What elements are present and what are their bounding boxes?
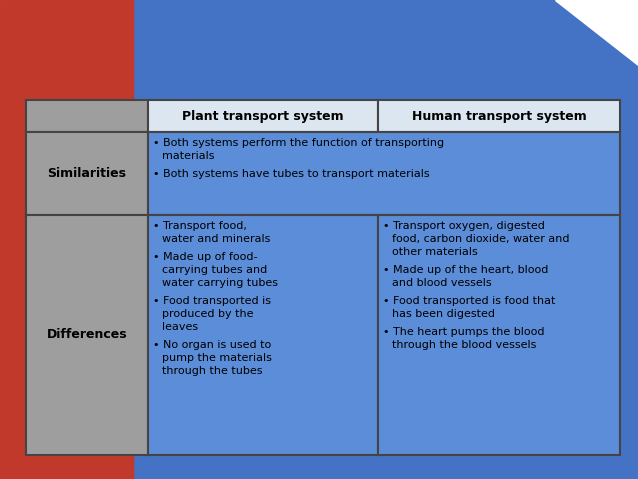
Text: through the tubes: through the tubes (162, 366, 262, 376)
Text: water and minerals: water and minerals (162, 234, 271, 244)
Text: Human transport system: Human transport system (412, 110, 586, 123)
Text: water carrying tubes: water carrying tubes (162, 278, 278, 288)
Text: materials: materials (162, 151, 214, 161)
Text: carrying tubes and: carrying tubes and (162, 265, 267, 275)
Bar (148, 100, 378, 132)
Bar (26, 215, 148, 455)
Bar (148, 132, 620, 215)
Text: pump the materials: pump the materials (162, 353, 272, 363)
Text: food, carbon dioxide, water and: food, carbon dioxide, water and (392, 234, 570, 244)
Text: through the blood vessels: through the blood vessels (392, 340, 537, 350)
Text: has been digested: has been digested (392, 309, 495, 319)
Text: • Both systems have tubes to transport materials: • Both systems have tubes to transport m… (153, 169, 429, 179)
Text: • Food transported is: • Food transported is (153, 296, 271, 306)
Bar (0, 0, 135, 479)
Bar (148, 215, 378, 455)
Text: Similarities: Similarities (47, 167, 126, 180)
Text: • No organ is used to: • No organ is used to (153, 340, 271, 350)
Text: and blood vessels: and blood vessels (392, 278, 492, 288)
Bar (378, 100, 620, 132)
Bar (378, 215, 620, 455)
Text: other materials: other materials (392, 247, 478, 257)
Bar (26, 132, 148, 215)
Text: • Transport oxygen, digested: • Transport oxygen, digested (383, 221, 545, 231)
Text: • Food transported is food that: • Food transported is food that (383, 296, 555, 306)
Bar (26, 100, 148, 132)
Text: produced by the: produced by the (162, 309, 253, 319)
Polygon shape (555, 0, 638, 65)
Text: leaves: leaves (162, 322, 198, 332)
Text: • Transport food,: • Transport food, (153, 221, 247, 231)
Text: • Both systems perform the function of transporting: • Both systems perform the function of t… (153, 138, 444, 148)
Text: • Made up of the heart, blood: • Made up of the heart, blood (383, 265, 549, 275)
Text: • Made up of food-: • Made up of food- (153, 252, 258, 262)
Text: Differences: Differences (47, 329, 128, 342)
Text: Plant transport system: Plant transport system (182, 110, 344, 123)
Text: • The heart pumps the blood: • The heart pumps the blood (383, 327, 544, 337)
Polygon shape (135, 0, 638, 479)
